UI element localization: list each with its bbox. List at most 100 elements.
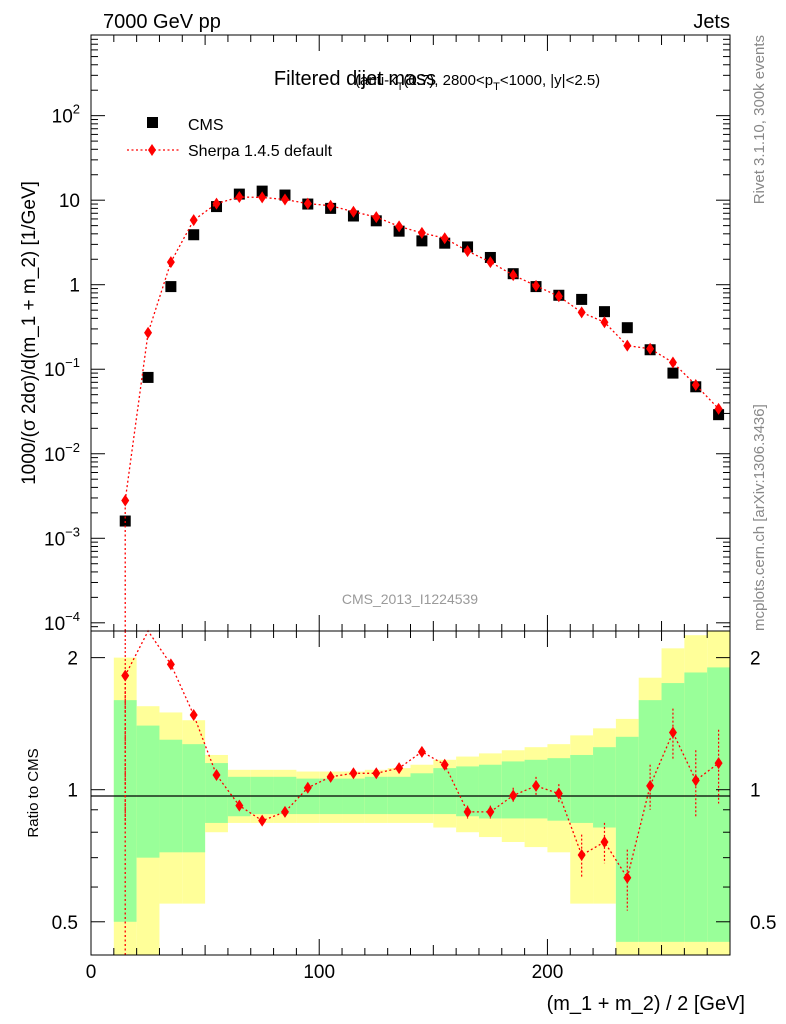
mcplots-label: mcplots.cern.ch [arXiv:1306.3436] — [751, 404, 768, 631]
ratio-point — [212, 769, 221, 782]
ratio-y-ticks: 0.5 0.5 1 1 2 2 — [52, 649, 777, 934]
legend-label-sherpa: Sherpa 1.4.5 default — [188, 143, 333, 160]
sherpa-point — [166, 256, 175, 269]
ratio-point — [577, 848, 586, 861]
ratio-point — [486, 805, 495, 818]
ratio-point — [646, 779, 655, 792]
sherpa-point — [372, 211, 381, 224]
rivet-label: Rivet 3.1.10, 300k events — [751, 35, 768, 204]
ratio-point — [166, 658, 175, 671]
cms-point — [576, 293, 588, 305]
cms-point — [598, 306, 610, 318]
ratio-y-tick-label-left: 0.5 — [52, 913, 78, 934]
inner-uncertainty-band — [615, 736, 639, 942]
ratio-point — [326, 770, 335, 783]
sherpa-point — [280, 193, 289, 206]
legend-marker-cms — [147, 117, 158, 128]
ratio-point — [554, 787, 563, 800]
ratio-point — [372, 767, 381, 780]
ratio-x-ticks: 0 100 200 — [86, 631, 731, 983]
legend: CMS Sherpa 1.4.5 default — [127, 117, 333, 160]
sherpa-point — [714, 402, 723, 415]
y-tick-label: 10 — [59, 191, 80, 212]
ratio-point — [189, 709, 198, 722]
analysis-watermark: CMS_2013_I1224539 — [342, 591, 478, 607]
main-y-ticks: 102 10 1 10−1 10−2 10−3 10−4 — [44, 34, 730, 635]
ratio-bands — [113, 631, 730, 955]
y-tick-label: 102 — [52, 102, 80, 128]
y-tick-label: 10−1 — [44, 355, 80, 381]
ratio-line — [124, 629, 719, 956]
sherpa-point — [600, 316, 609, 329]
sherpa-point — [189, 214, 198, 227]
ratio-y-tick-label-right: 0.5 — [750, 913, 776, 934]
x-tick-label: 100 — [303, 962, 335, 983]
cms-point — [416, 235, 428, 247]
ratio-point — [349, 767, 358, 780]
inner-uncertainty-band — [433, 768, 457, 815]
ratio-point — [668, 726, 677, 739]
inner-uncertainty-band — [638, 700, 662, 942]
ratio-y-tick-label-left: 1 — [67, 781, 78, 802]
ratio-y-tick-label-right: 1 — [750, 781, 761, 802]
ratio-point — [121, 669, 130, 682]
inner-uncertainty-band — [456, 766, 479, 817]
ratio-y-tick-label-right: 2 — [750, 649, 761, 670]
sherpa-point — [554, 290, 563, 303]
ratio-point — [714, 757, 723, 770]
cms-point — [165, 281, 177, 293]
inner-uncertainty-band — [205, 763, 228, 823]
ratio-point — [532, 779, 541, 792]
header-left: 7000 GeV pp — [103, 11, 221, 33]
ratio-point — [417, 745, 426, 758]
sherpa-point — [486, 256, 495, 269]
inner-uncertainty-band — [136, 725, 160, 858]
sherpa-point — [463, 245, 472, 258]
main-data — [119, 185, 725, 632]
inner-uncertainty-band — [182, 744, 206, 853]
ratio-point — [509, 789, 518, 802]
ratio-point — [463, 805, 472, 818]
inner-uncertainty-band — [707, 667, 730, 942]
ratio-point — [600, 835, 609, 848]
ratio-data — [121, 629, 723, 956]
cms-point — [188, 229, 200, 241]
ratio-y-label: Ratio to CMS — [25, 748, 42, 837]
cms-point — [667, 367, 679, 379]
ratio-panel: 0.5 0.5 1 1 2 2 0 100 200 Ratio to CMS (m_1 + m… — [25, 629, 777, 1015]
sherpa-point — [417, 226, 426, 239]
sherpa-point — [577, 306, 586, 319]
ratio-point — [280, 805, 289, 818]
main-y-label: 1000/(σ 2dσ)/d(m_1 + m_2) [1/GeV] — [19, 181, 40, 485]
sherpa-point — [349, 205, 358, 218]
sherpa-point — [303, 197, 312, 210]
inner-uncertainty-band — [593, 747, 616, 828]
legend-marker-sherpa — [148, 144, 156, 156]
main-panel: 102 10 1 10−1 10−2 10−3 10−4 Filtered dijet ma… — [19, 34, 731, 635]
ratio-point — [235, 799, 244, 812]
x-tick-label: 200 — [532, 962, 564, 983]
sherpa-point — [668, 356, 677, 369]
y-tick-label: 10−2 — [44, 440, 80, 466]
cms-point — [256, 185, 268, 197]
inner-uncertainty-band — [570, 754, 594, 823]
legend-label-cms: CMS — [188, 117, 224, 134]
y-tick-label: 1 — [69, 276, 80, 297]
sherpa-point — [258, 191, 267, 204]
ratio-point — [303, 781, 312, 794]
ratio-y-tick-label-left: 2 — [67, 649, 78, 670]
header-right: Jets — [693, 11, 730, 33]
sherpa-point — [212, 197, 221, 210]
plot-subtitle: (anti-kT(0.7), 2800<pT<1000, |y|<2.5) — [355, 72, 600, 93]
ratio-point — [440, 758, 449, 771]
x-tick-label: 0 — [86, 962, 97, 983]
sherpa-point — [144, 326, 153, 339]
ratio-point — [258, 814, 267, 827]
inner-uncertainty-band — [478, 764, 502, 819]
cms-point — [142, 371, 154, 383]
inner-uncertainty-band — [661, 683, 685, 942]
sherpa-point — [440, 232, 449, 245]
sherpa-point — [691, 379, 700, 392]
sherpa-point — [235, 191, 244, 204]
